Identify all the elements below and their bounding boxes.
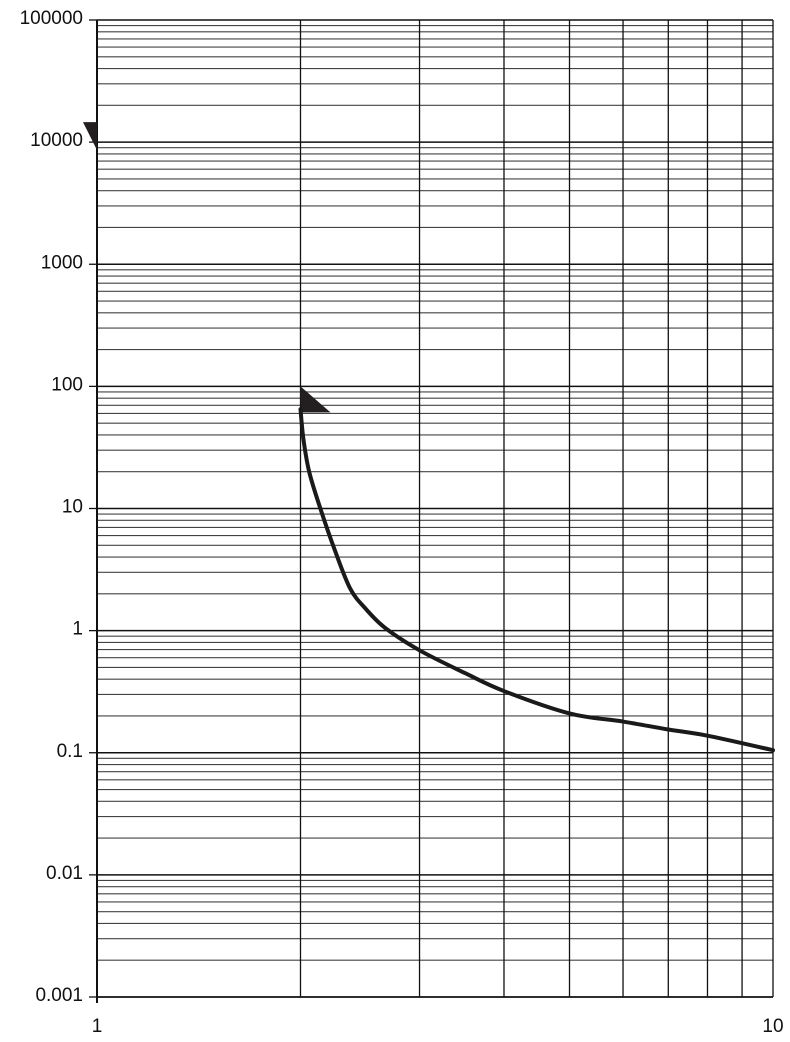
x-tick-label: 1 [92, 1016, 103, 1037]
y-tick-label: 10 [62, 497, 83, 518]
y-tick-label: 0.001 [35, 985, 83, 1006]
y-tick-label: 100000 [20, 8, 83, 29]
y-tick-label: 1000 [41, 252, 83, 273]
y-tick-label: 100 [51, 374, 83, 395]
triangle-marker-icon [300, 386, 331, 413]
triangle-marker-icon [83, 122, 97, 151]
y-tick-label: 0.01 [46, 863, 83, 884]
y-tick-label: 10000 [30, 130, 83, 151]
y-tick-label: 1 [72, 619, 83, 640]
series-line [298, 407, 775, 753]
y-tick-label: 0.1 [57, 741, 83, 762]
x-tick-label: 10 [762, 1016, 783, 1037]
